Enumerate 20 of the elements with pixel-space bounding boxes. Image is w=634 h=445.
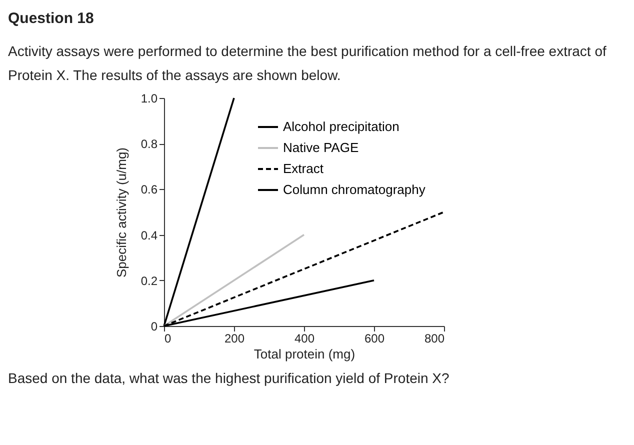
x-axis-title: Total protein (mg) (254, 346, 356, 362)
x-tick-label: 200 (224, 332, 245, 346)
x-tick-label: 800 (424, 332, 445, 346)
y-tick-label: 0.4 (140, 228, 158, 242)
chart-subtitle: Activity assays were performed to determine the best purification method for a cell-free extract of Protein X. The results of the assays are shown below. (7, 42, 608, 85)
x-tick-label: 0 (164, 332, 172, 346)
x-tick-label: 600 (364, 332, 385, 346)
y-tick-label: 1.0 (140, 92, 158, 106)
y-tick-label: 0 (150, 320, 158, 334)
y-tick-label: 0.8 (140, 137, 158, 152)
legend-label: Native PAGE (283, 140, 359, 155)
chart-title: Question 18 (7, 9, 95, 27)
y-tick-label: 0.6 (140, 182, 158, 197)
legend-label: Extract (283, 161, 324, 176)
legend-label: Column chromatography (283, 182, 426, 197)
legend-label: Alcohol precipitation (283, 119, 400, 134)
text: Based on the data, what was the highest purification yield of Protein X? (7, 369, 450, 386)
y-tick-label: 0.2 (140, 274, 158, 288)
y-axis-title: Specific activity (u/mg) (114, 147, 129, 278)
x-tick-label: 400 (294, 332, 315, 346)
